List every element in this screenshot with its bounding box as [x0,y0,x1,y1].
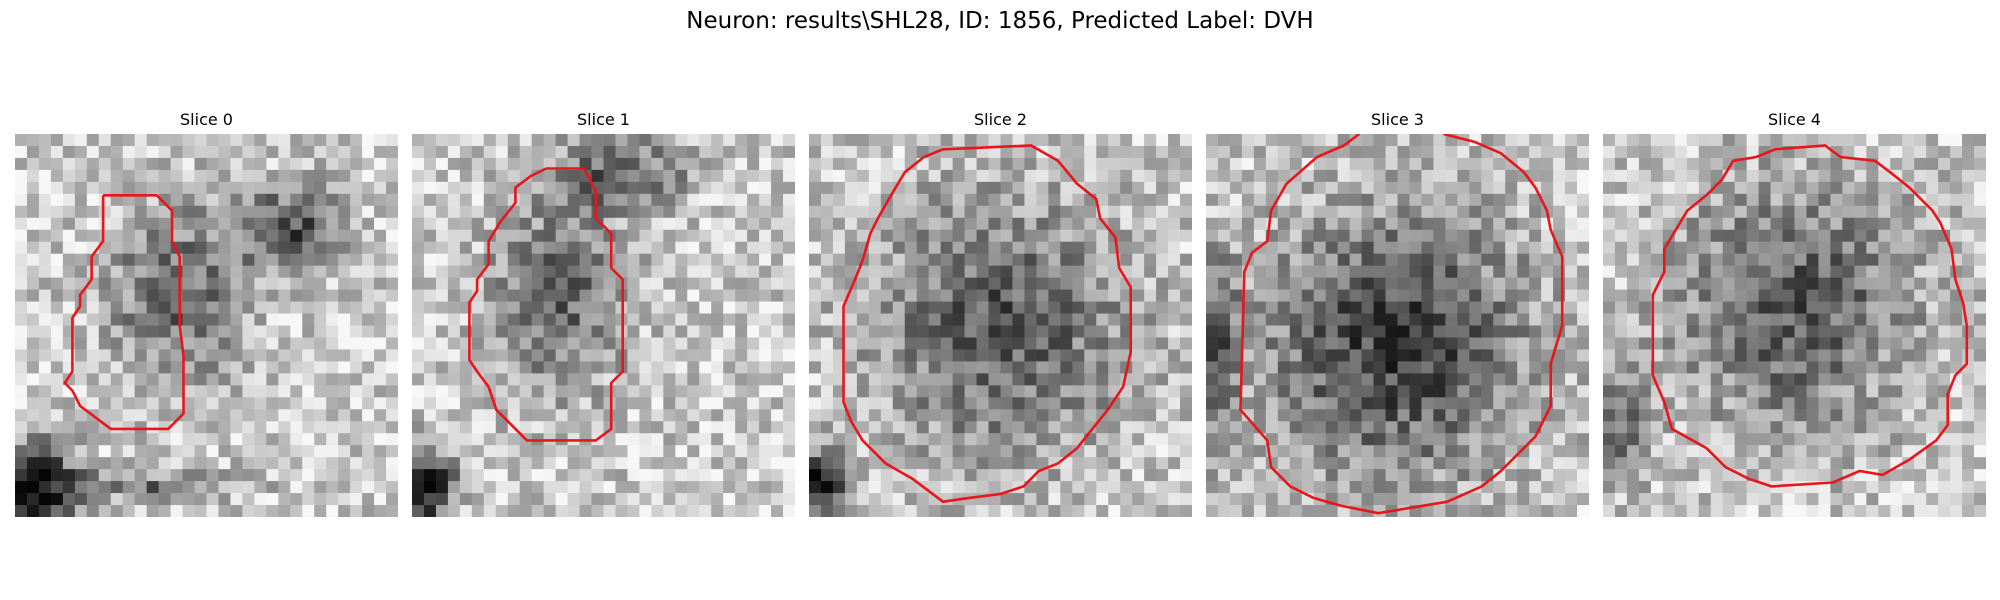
slice-panel-4: Slice 4 [1603,109,1986,517]
slice-title: Slice 3 [1371,110,1424,129]
slice-image-4 [1603,134,1986,517]
figure-title: Neuron: results\SHL28, ID: 1856, Predict… [686,8,1314,34]
slice-title: Slice 0 [180,110,233,129]
slice-panel-0: Slice 0 [15,109,398,517]
slice-panel-3: Slice 3 [1206,109,1589,517]
slice-image-2 [809,134,1192,517]
segmentation-contour [1239,134,1564,515]
slice-title: Slice 1 [577,110,630,129]
slice-panel-2: Slice 2 [809,109,1192,517]
slice-panel-1: Slice 1 [412,109,795,517]
slice-image-1 [412,134,795,517]
slice-title: Slice 4 [1768,110,1821,129]
slice-image-0 [15,134,398,517]
segmentation-contour [842,144,1133,504]
segmentation-contour [63,193,185,431]
slice-image-3 [1206,134,1589,517]
segmentation-contour [468,167,624,442]
slice-title: Slice 2 [974,110,1027,129]
segmentation-contour [1651,144,1969,488]
